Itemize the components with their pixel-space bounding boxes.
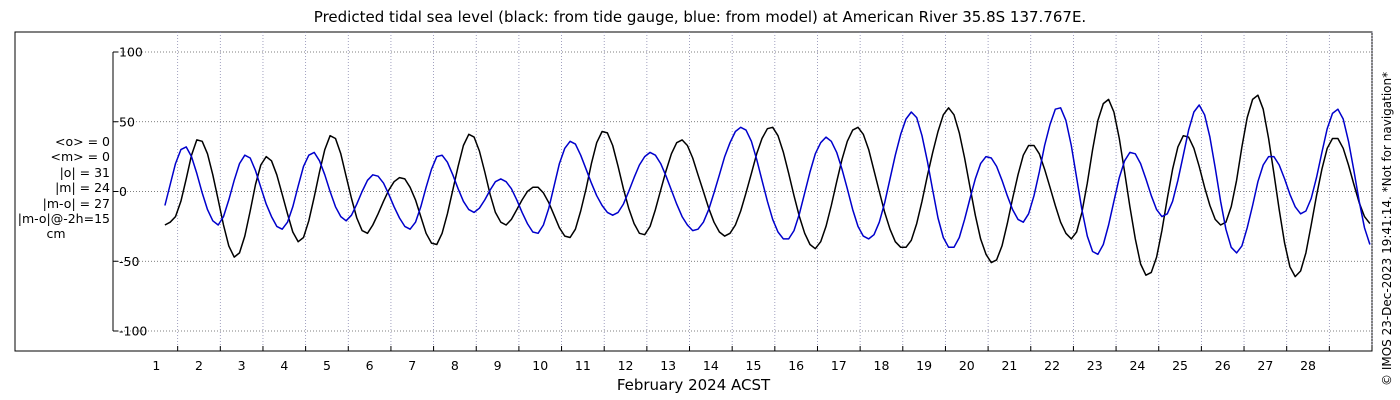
credit-text: © IMOS 23-Dec-2023 19:41:14. *Not for na… (1380, 71, 1394, 386)
x-tick-label: 9 (494, 358, 502, 373)
stat-abs-model: |m| = 24 (55, 180, 110, 196)
x-tick-label: 22 (1044, 358, 1060, 373)
statistics-panel: <o> = 0 <m> = 0 |o| = 31 |m| = 24 |m-o| … (10, 134, 110, 242)
x-tick-label: 18 (874, 358, 890, 373)
x-tick-label: 24 (1129, 358, 1145, 373)
x-tick-label: 21 (1001, 358, 1017, 373)
x-tick-label: 5 (323, 358, 331, 373)
stat-abs-diff: |m-o| = 27 (42, 195, 110, 211)
x-tick-label: 3 (238, 358, 246, 373)
y-tick-label: -50 (119, 254, 139, 269)
x-tick-label: 25 (1172, 358, 1188, 373)
x-tick-label: 26 (1215, 358, 1231, 373)
x-tick-label: 4 (280, 358, 288, 373)
x-tick-label: 15 (746, 358, 762, 373)
stat-mean-obs: <o> = 0 (55, 134, 110, 149)
x-tick-label: 10 (532, 358, 548, 373)
stat-abs-diff-lag: |m-o|@-2h=15 (17, 211, 110, 227)
model-series (164, 104, 1371, 256)
grid-lines (115, 32, 1373, 351)
y-tick-label: 50 (119, 114, 135, 129)
x-tick-label: 14 (703, 358, 719, 373)
x-tick-label: 12 (618, 358, 634, 373)
y-tick-label: -100 (119, 324, 147, 339)
x-tick-label: 23 (1087, 358, 1103, 373)
x-axis-ticks: 1 2 3 4 5 6 7 8 9 10 11 12 13 14 15 16 17 18 19 20 21 22 23 24 2… (152, 346, 1373, 373)
x-tick-label: 28 (1300, 358, 1316, 373)
x-tick-label: 7 (408, 358, 416, 373)
x-tick-label: 27 (1257, 358, 1273, 373)
stat-mean-model: <m> = 0 (50, 149, 111, 165)
y-tick-label: 0 (119, 184, 127, 199)
x-tick-label: 1 (152, 358, 160, 373)
chart-title: Predicted tidal sea level (black: from t… (313, 8, 1087, 26)
x-tick-label: 19 (916, 358, 932, 373)
y-axis-ticks: 100 50 0 -50 -100 (113, 45, 147, 339)
x-tick-label: 13 (660, 358, 676, 373)
x-tick-label: 16 (788, 358, 804, 373)
x-tick-label: 2 (195, 358, 203, 373)
x-tick-label: 17 (831, 358, 847, 373)
x-tick-label: 20 (959, 358, 975, 373)
x-tick-label: 8 (451, 358, 459, 373)
stat-abs-obs: |o| = 31 (59, 164, 110, 180)
y-tick-label: 100 (119, 45, 143, 60)
stat-unit: cm (46, 226, 66, 242)
tide-gauge-series (164, 94, 1371, 278)
series-lines (164, 94, 1371, 278)
x-axis-label: February 2024 ACST (616, 376, 771, 394)
x-tick-label: 6 (366, 358, 374, 373)
x-tick-label: 11 (575, 358, 591, 373)
